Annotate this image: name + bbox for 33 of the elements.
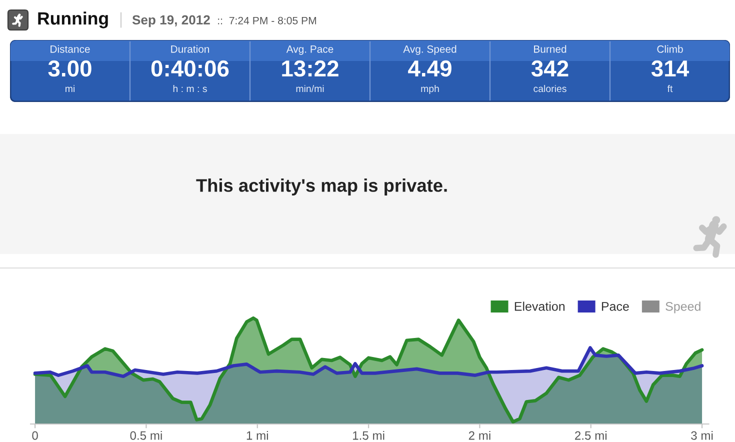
legend-label: Elevation bbox=[514, 302, 565, 311]
category-label: Avg. Speed bbox=[403, 45, 456, 55]
text: mph bbox=[421, 84, 439, 94]
x-tick-label: 2 mi bbox=[468, 430, 490, 440]
text: mi bbox=[66, 84, 74, 92]
legend-label: Speed bbox=[666, 302, 700, 314]
text: This activity's map is private. bbox=[196, 178, 447, 196]
x-tick-label: 0 bbox=[32, 431, 38, 440]
category-label: Climb bbox=[657, 45, 683, 53]
text: 3.00 bbox=[48, 60, 92, 77]
legend-label: Pace bbox=[602, 302, 629, 311]
x-tick-label: 2.5 mi bbox=[575, 430, 607, 440]
text: min/mi bbox=[296, 84, 324, 92]
category-label: Burned bbox=[534, 45, 566, 53]
text: 7:24 PM - 8:05 PM bbox=[229, 16, 316, 24]
text: h : m : s bbox=[173, 84, 207, 92]
x-tick-label: 3 mi bbox=[691, 430, 713, 440]
text: ft bbox=[667, 84, 673, 92]
text: 342 bbox=[531, 60, 568, 77]
text: 314 bbox=[651, 60, 689, 77]
category-label: Avg. Pace bbox=[286, 46, 334, 55]
text: Running bbox=[38, 12, 108, 28]
text: 4.49 bbox=[408, 60, 452, 77]
category-label: Duration bbox=[171, 45, 210, 53]
x-tick-label: 0.5 mi bbox=[130, 430, 162, 440]
x-tick-label: 1.5 mi bbox=[353, 430, 384, 440]
text: calories bbox=[534, 84, 566, 92]
category-label: Distance bbox=[50, 45, 90, 53]
text: 0:40:06 bbox=[151, 60, 229, 77]
x-tick-label: 1 mi bbox=[246, 430, 268, 440]
text: :: bbox=[218, 18, 222, 24]
text: 13:22 bbox=[282, 60, 338, 77]
text: Sep 19, 2012 bbox=[132, 15, 210, 28]
